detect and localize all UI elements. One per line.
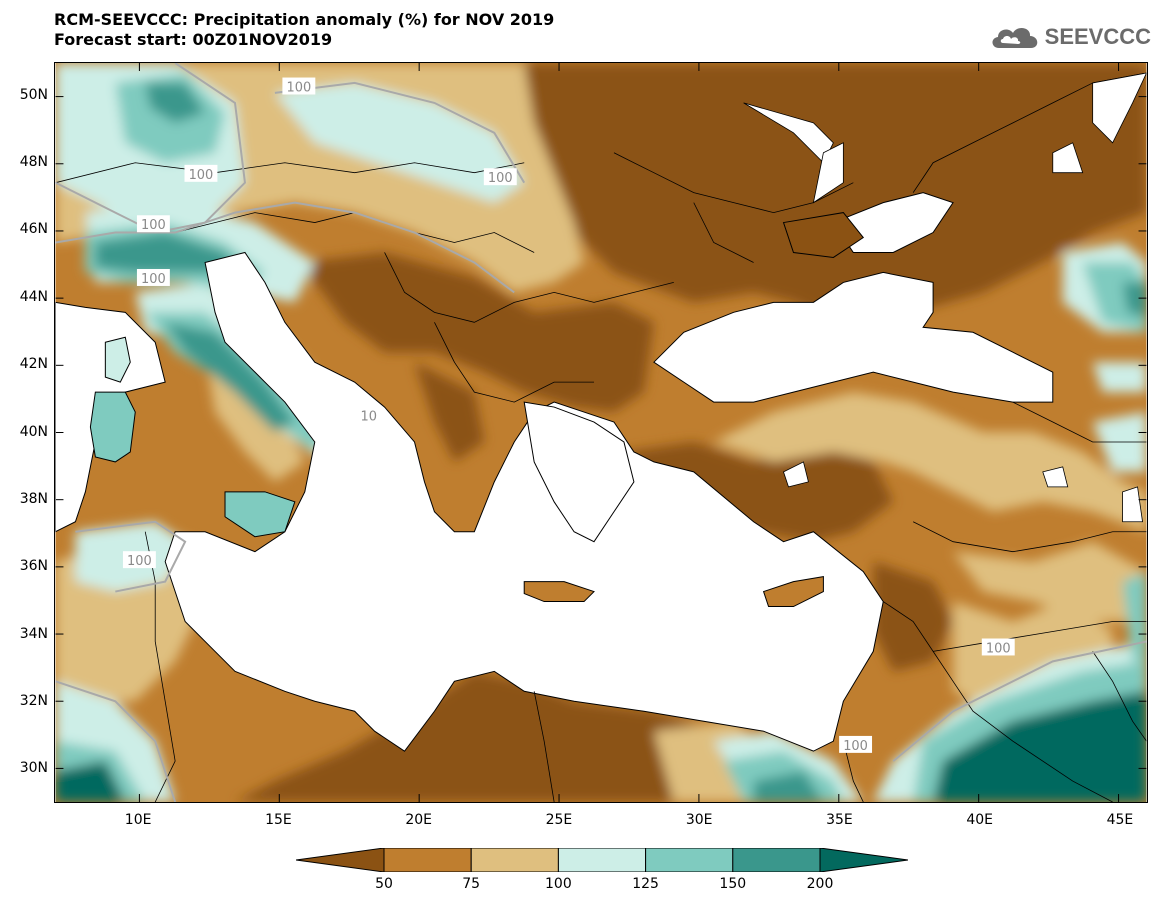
lat-tick-label: 50N xyxy=(19,86,48,103)
sicily xyxy=(224,491,296,538)
contour-label-text: 100 xyxy=(286,81,311,96)
lat-tick-label: 38N xyxy=(19,490,48,507)
contour-label-text: 100 xyxy=(189,168,214,183)
sardinia xyxy=(89,391,136,463)
contour-labels: 100 100 100 100 100 10 100 100 100 xyxy=(122,77,1015,754)
title-line-2: Forecast start: 00Z01NOV2019 xyxy=(54,30,333,49)
lon-tick-label: 35E xyxy=(826,812,853,828)
contour-label: 100 xyxy=(981,638,1015,656)
colorbar-segment xyxy=(732,848,821,872)
seevccc-logo: SEEVCCC xyxy=(989,22,1151,52)
colorbar-label: 100 xyxy=(545,876,572,892)
lon-tick-label: 30E xyxy=(685,812,713,828)
lat-tick-label: 46N xyxy=(19,221,48,238)
lon-tick-label: 15E xyxy=(265,812,292,828)
precipitation-anomaly-map: 100 100 100 100 100 10 100 100 100 xyxy=(54,62,1148,803)
colorbar-segment xyxy=(645,848,734,872)
chart-title: RCM-SEEVCCC: Precipitation anomaly (%) f… xyxy=(54,10,554,50)
crimea xyxy=(782,212,865,258)
islands xyxy=(89,212,865,608)
cloud-icon xyxy=(992,27,1037,48)
lon-tick-label: 20E xyxy=(405,812,432,828)
colorbar-segment xyxy=(383,848,472,872)
colorbar-label: 75 xyxy=(462,876,481,892)
contour-label-text: 100 xyxy=(986,641,1011,656)
contour-label-text: 10 xyxy=(361,410,377,425)
black-sea xyxy=(653,271,1054,403)
country-borders xyxy=(55,72,1147,802)
contour-label: 100 xyxy=(122,551,156,569)
lat-tick-label: 32N xyxy=(19,692,48,709)
contour-label: 100 xyxy=(483,168,517,186)
lat-tick-label: 42N xyxy=(19,356,48,373)
data-gaps xyxy=(743,72,1147,523)
lon-tick-label: 10E xyxy=(124,812,152,828)
colorbar-high-arrow xyxy=(819,848,908,872)
axis-ticks xyxy=(55,63,1147,802)
title-line-1: RCM-SEEVCCC: Precipitation anomaly (%) f… xyxy=(54,10,555,29)
lat-tick-label: 30N xyxy=(19,760,48,777)
contour-label: 100 xyxy=(282,77,316,96)
contour-label-text: 100 xyxy=(127,554,152,569)
contour-label-text: 100 xyxy=(843,739,868,754)
contour-label: 100 xyxy=(184,164,218,183)
lat-tick-label: 44N xyxy=(19,288,48,305)
lon-tick-label: 40E xyxy=(966,812,994,828)
lon-tick-label: 45E xyxy=(1106,812,1134,828)
colorbar-segment xyxy=(470,848,559,872)
colorbar-legend xyxy=(296,848,908,872)
colorbar-low-arrow xyxy=(296,848,385,872)
crete xyxy=(523,581,595,603)
lat-tick-label: 40N xyxy=(19,423,48,440)
lat-tick-label: 34N xyxy=(19,625,48,642)
seas xyxy=(55,192,1054,752)
contour-label: 10 xyxy=(356,406,381,425)
lat-tick-label: 48N xyxy=(19,154,48,171)
contour-label: 100 xyxy=(839,735,873,754)
corsica xyxy=(104,336,131,383)
cyprus xyxy=(762,576,824,608)
contour-label-text: 100 xyxy=(488,171,513,186)
colorbar-label: 200 xyxy=(806,876,834,892)
colorbar-label: 125 xyxy=(632,876,659,892)
lon-tick-label: 25E xyxy=(545,812,573,828)
colorbar-segment xyxy=(557,848,647,872)
contour-label: 100 xyxy=(136,269,170,287)
contour-label: 100 xyxy=(136,215,170,233)
contour-label-text: 100 xyxy=(141,272,166,287)
logo-text: SEEVCCC xyxy=(1044,24,1151,49)
colorbar-label: 150 xyxy=(719,876,747,892)
contour-100-lines xyxy=(55,63,1147,802)
lat-tick-label: 36N xyxy=(19,558,48,575)
contour-label-text: 100 xyxy=(141,218,166,233)
colorbar-label: 50 xyxy=(375,876,393,892)
aegean-sea xyxy=(523,401,635,543)
